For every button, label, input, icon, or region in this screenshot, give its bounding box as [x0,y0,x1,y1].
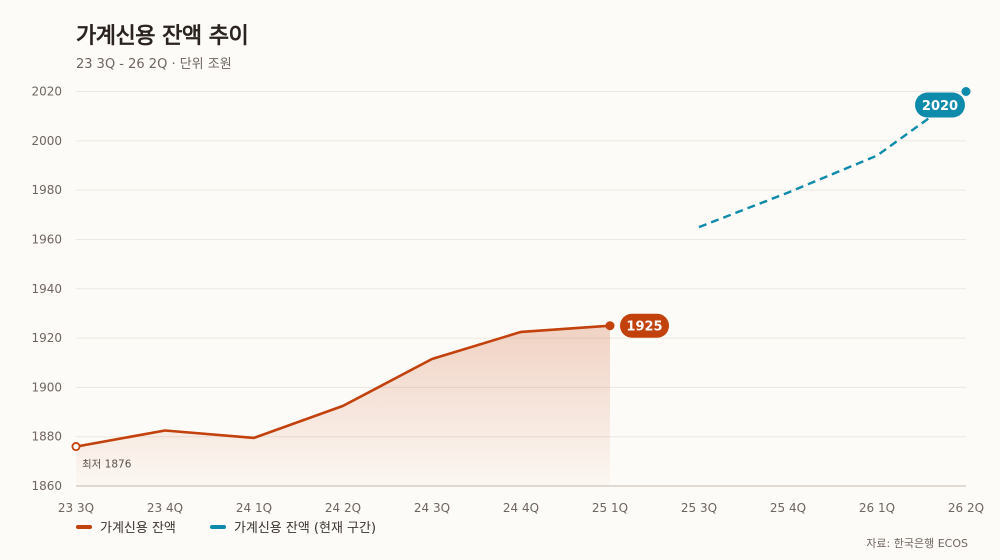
chart-legend: 가계신용 잔액 가계신용 잔액 (현재 구간) [76,517,376,536]
x-tick-label: 25 4Q [770,501,806,515]
y-tick-label: 2020 [31,85,62,99]
legend-item-series-1: 가계신용 잔액 [76,517,176,536]
legend-label-series-2: 가계신용 잔액 (현재 구간) [233,521,377,536]
y-tick-label: 1900 [31,380,62,394]
y-tick-label: 1940 [31,282,62,296]
series-1-value-badge [620,313,669,338]
series-2-line [698,90,967,229]
x-tick-label: 25 3Q [681,501,717,515]
x-tick-label: 23 4Q [147,501,183,515]
series-2-end-point [961,87,971,96]
x-tick-label: 25 1Q [592,501,628,515]
x-tick-label: 23 3Q [58,501,94,515]
legend-label-series-1: 가계신용 잔액 [100,521,176,536]
chart-subtitle: 23 3Q - 26 2Q · 단위 조원 [76,57,232,72]
legend-swatch-series-2 [209,524,226,529]
series-1-value-label: 1925 [626,320,662,335]
y-tick-label: 1880 [31,430,62,444]
legend-swatch-series-1 [76,524,92,529]
min-annotation: 최저 1876 [82,459,132,471]
x-tick-label: 24 3Q [414,501,450,515]
series-2-value-badge [915,92,965,118]
series-1-line [75,324,611,448]
series-1-area [76,325,610,486]
x-tick-label: 26 2Q [948,501,984,515]
x-tick-label: 24 2Q [325,501,361,515]
legend-item-series-2: 가계신용 잔액 (현재 구간) [209,517,377,536]
series-2-value-label: 2020 [922,99,958,114]
series-1-end-point [605,321,615,331]
x-tick-label: 24 1Q [236,501,272,515]
y-tick-label: 1960 [31,232,62,246]
source-note: 자료: 한국은행 ECOS [866,537,968,550]
y-tick-label: 1920 [31,331,62,345]
y-tick-label: 1980 [31,183,62,197]
chart-title: 가계신용 잔액 추이 [76,24,249,49]
x-tick-label: 26 1Q [859,501,895,515]
y-tick-label: 2000 [31,134,62,148]
min-point-marker [71,442,81,452]
x-tick-label: 24 4Q [503,501,539,515]
y-tick-label: 1860 [31,479,62,493]
